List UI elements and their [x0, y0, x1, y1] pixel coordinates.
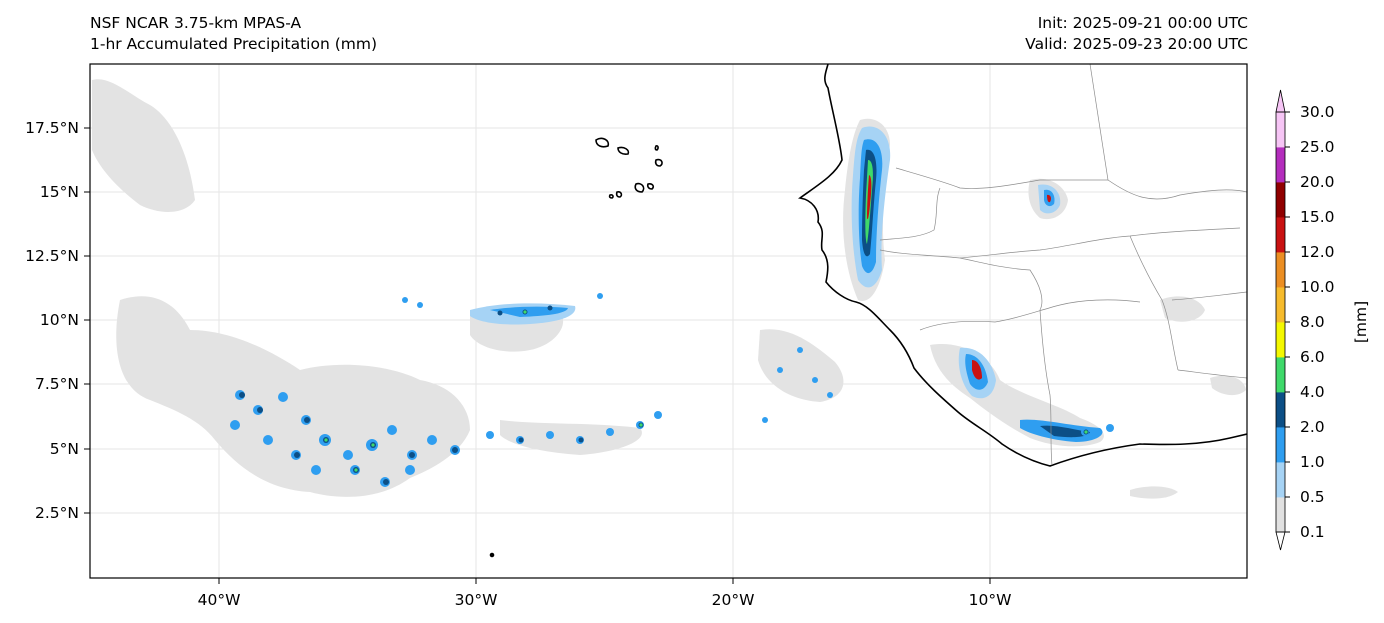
- init-time: Init: 2025-09-21 00:00 UTC: [1037, 14, 1248, 32]
- colorbar-segment: [1276, 182, 1285, 218]
- colorbar-segment: [1276, 252, 1285, 288]
- x-tick-label: 10°W: [969, 591, 1012, 609]
- coastline: [489, 64, 1247, 558]
- colorbar-level-label: 25.0: [1300, 138, 1335, 156]
- colorbar-extend-min: [1275, 531, 1286, 551]
- colorbar-segment: [1276, 147, 1285, 183]
- model-title: NSF NCAR 3.75-km MPAS-A: [90, 14, 302, 32]
- colorbar-level-label: 0.5: [1300, 488, 1325, 506]
- colorbar-level-label: 6.0: [1300, 348, 1325, 366]
- colorbar-level-label: 2.0: [1300, 418, 1325, 436]
- country-borders: [879, 64, 1247, 466]
- colorbar-segment: [1276, 357, 1285, 393]
- y-tick-label: 5°N: [50, 440, 79, 458]
- colorbar-level-label: 30.0: [1300, 103, 1335, 121]
- x-tick-label: 40°W: [198, 591, 241, 609]
- colorbar: 0.1 0.5 1.0 2.0 4.0 6.0 8.0 10.0 12.0 15.0 20.0 25.…: [1275, 89, 1335, 551]
- colorbar-level-label: 10.0: [1300, 278, 1335, 296]
- colorbar-segment: [1276, 392, 1285, 428]
- colorbar-segment: [1276, 497, 1285, 533]
- precip-cells: [230, 293, 1114, 487]
- colorbar-segment: [1276, 112, 1285, 148]
- colorbar-level-label: 4.0: [1300, 383, 1325, 401]
- valid-time: Valid: 2025-09-23 20:00 UTC: [1025, 35, 1248, 53]
- colorbar-segment: [1276, 427, 1285, 463]
- colorbar-level-label: 12.0: [1300, 243, 1335, 261]
- x-tick-label: 30°W: [455, 591, 498, 609]
- colorbar-level-label: 15.0: [1300, 208, 1335, 226]
- colorbar-segment: [1276, 462, 1285, 498]
- y-tick-label: 7.5°N: [35, 375, 79, 393]
- x-tick-label: 20°W: [712, 591, 755, 609]
- title-left: NSF NCAR 3.75-km MPAS-A 1-hr Accumulated…: [90, 13, 377, 55]
- title-right: Init: 2025-09-21 00:00 UTC Valid: 2025-0…: [1025, 13, 1248, 55]
- colorbar-segment: [1276, 287, 1285, 323]
- colorbar-segment: [1276, 322, 1285, 358]
- colorbar-level-label: 0.1: [1300, 523, 1325, 541]
- field-title: 1-hr Accumulated Precipitation (mm): [90, 35, 377, 53]
- y-tick-label: 2.5°N: [35, 504, 79, 522]
- y-axis: [84, 127, 90, 514]
- map-frame: [89, 63, 1248, 579]
- colorbar-level-label: 8.0: [1300, 313, 1325, 331]
- y-tick-label: 12.5°N: [25, 247, 79, 265]
- colorbar-unit-label: [mm]: [1352, 301, 1370, 343]
- colorbar-level-label: 20.0: [1300, 173, 1335, 191]
- colorbar-level-label: 1.0: [1300, 453, 1325, 471]
- x-axis: [218, 578, 991, 584]
- y-tick-label: 15°N: [40, 183, 79, 201]
- y-tick-label: 17.5°N: [25, 119, 79, 137]
- colorbar-segment: [1276, 217, 1285, 253]
- gridlines: [90, 64, 1247, 578]
- y-tick-label: 10°N: [40, 311, 79, 329]
- colorbar-extend-max: [1275, 89, 1286, 113]
